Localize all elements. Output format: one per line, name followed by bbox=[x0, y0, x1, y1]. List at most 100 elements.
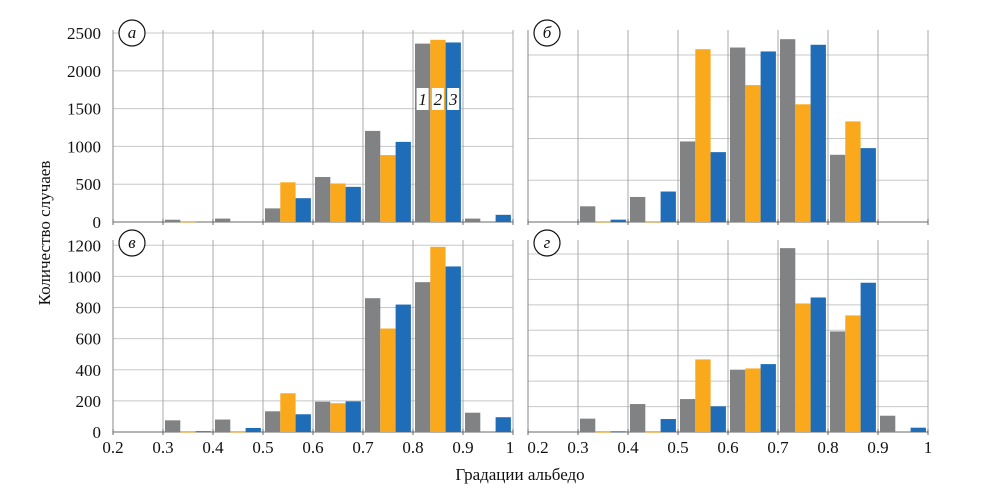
bar-series-2-bin-0.8 bbox=[845, 315, 861, 432]
bar-series-1-bin-0.8 bbox=[830, 331, 846, 432]
panel-в: 0 200 400 600 800 1000 1200 0.2 0.3 0.4 0.5 0.6 0.7 0… bbox=[67, 229, 515, 457]
panel-label: г bbox=[544, 233, 551, 252]
y-axis-title: Количество случаев bbox=[35, 161, 54, 306]
bar-series-3-bin-0.7 bbox=[810, 44, 826, 223]
bar-series-1-bin-0.4 bbox=[215, 419, 231, 432]
panel-label-circle bbox=[118, 19, 146, 47]
bar-series-3-bin-0.8 bbox=[445, 42, 461, 222]
x-tick-label: 0.9 bbox=[452, 438, 473, 457]
bar-series-3-bin-0.6 bbox=[345, 401, 361, 432]
bar-series-3-bin-0.3 bbox=[610, 219, 626, 222]
bar-series-1-bin-0.6 bbox=[315, 401, 331, 432]
bar-series-2-bin-0.3 bbox=[180, 221, 196, 223]
y-tick-label: 1500 bbox=[67, 100, 101, 119]
x-tick-label: 0.7 bbox=[767, 438, 789, 457]
bar-series-1-bin-0.5 bbox=[680, 141, 696, 222]
bar-series-3-bin-0.6 bbox=[345, 186, 361, 222]
series-label: 3 bbox=[448, 90, 458, 109]
x-tick-label: 0.2 bbox=[527, 438, 548, 457]
y-tick-label: 600 bbox=[76, 330, 102, 349]
series-label: 2 bbox=[434, 90, 443, 109]
bar-series-3-bin-0.8 bbox=[860, 148, 876, 222]
bar-series-2-bin-0.5 bbox=[280, 393, 296, 432]
bar-series-3-bin-0.4 bbox=[660, 419, 676, 432]
bar-series-2-bin-0.4 bbox=[230, 431, 246, 433]
panel-label: в bbox=[128, 233, 136, 252]
panel-б: б bbox=[527, 19, 929, 225]
bar-series-1-bin-0.3 bbox=[580, 206, 596, 222]
bar-series-2-bin-0.6 bbox=[330, 403, 346, 432]
x-tick-label: 0.3 bbox=[567, 438, 588, 457]
y-tick-label: 500 bbox=[76, 175, 102, 194]
panel-label-circle bbox=[533, 19, 561, 47]
bar-series-1-bin-0.3 bbox=[165, 420, 181, 432]
bar-series-1-bin-0.3 bbox=[580, 418, 596, 432]
bar-series-2-bin-0.7 bbox=[795, 303, 811, 432]
x-tick-label: 1 bbox=[506, 438, 515, 457]
bar-series-3-bin-0.4 bbox=[660, 191, 676, 222]
bar-series-2-bin-0.7 bbox=[380, 328, 396, 432]
series-label: 1 bbox=[418, 90, 427, 109]
bar-series-2-bin-0.4 bbox=[645, 221, 661, 223]
x-tick-label: 0.7 bbox=[352, 438, 374, 457]
bar-series-3-bin-0.6 bbox=[760, 51, 776, 222]
bar-series-3-bin-0.7 bbox=[395, 141, 411, 222]
panel-label-circle bbox=[533, 229, 561, 257]
bar-series-1-bin-0.5 bbox=[265, 411, 281, 432]
bar-series-2-bin-0.6 bbox=[745, 368, 761, 432]
x-tick-label: 0.8 bbox=[817, 438, 838, 457]
bar-series-3-bin-0.6 bbox=[760, 364, 776, 432]
y-tick-label: 200 bbox=[76, 392, 102, 411]
bar-series-1-bin-0.8 bbox=[830, 154, 846, 222]
bar-series-3-bin-0.3 bbox=[195, 431, 211, 433]
y-tick-label: 2500 bbox=[67, 24, 101, 43]
y-tick-label: 0 bbox=[93, 423, 102, 442]
bar-series-2-bin-0.8 bbox=[845, 121, 861, 222]
bar-series-1-bin-0.3 bbox=[165, 219, 181, 222]
x-tick-label: 0.8 bbox=[402, 438, 423, 457]
bar-series-2-bin-0.5 bbox=[695, 49, 711, 223]
bar-series-1-bin-0.8 bbox=[415, 282, 431, 432]
x-tick-label: 0.9 bbox=[867, 438, 888, 457]
bar-series-2-bin-0.6 bbox=[745, 85, 761, 223]
x-tick-label: 0.6 bbox=[717, 438, 738, 457]
y-tick-label: 400 bbox=[76, 361, 102, 380]
bar-series-2-bin-0.7 bbox=[380, 155, 396, 222]
bar-series-1-bin-0.6 bbox=[730, 369, 746, 432]
bar-series-3-bin-0.3 bbox=[610, 431, 626, 433]
bar-series-3-bin-0.9 bbox=[495, 417, 511, 432]
bar-series-2-bin-0.4 bbox=[645, 431, 661, 433]
panel-г: 0.2 0.3 0.4 0.5 0.6 0.7 0.8 0.9 1 г bbox=[527, 229, 932, 457]
bar-series-1-bin-0.6 bbox=[315, 177, 331, 222]
bar-series-2-bin-0.5 bbox=[280, 182, 296, 222]
bar-series-1-bin-0.7 bbox=[780, 248, 796, 432]
bar-series-3-bin-0.7 bbox=[395, 304, 411, 432]
bar-series-1-bin-0.5 bbox=[265, 208, 281, 222]
bar-series-3-bin-0.8 bbox=[445, 266, 461, 432]
panel-label-circle bbox=[118, 229, 146, 257]
bar-series-3-bin-0.5 bbox=[710, 406, 726, 432]
bar-series-1-bin-0.9 bbox=[465, 218, 481, 222]
bar-series-1-bin-0.7 bbox=[365, 298, 381, 432]
y-tick-label: 800 bbox=[76, 299, 102, 318]
bar-series-2-bin-0.6 bbox=[330, 183, 346, 222]
y-tick-label: 1200 bbox=[67, 236, 101, 255]
y-tick-label: 1000 bbox=[67, 137, 101, 156]
y-tick-label: 2000 bbox=[67, 62, 101, 81]
bar-series-1-bin-0.4 bbox=[630, 196, 646, 222]
bar-series-1-bin-0.5 bbox=[680, 399, 696, 432]
panel-label: а bbox=[128, 23, 137, 42]
bar-series-3-bin-0.5 bbox=[710, 152, 726, 222]
bar-series-1-bin-0.9 bbox=[465, 412, 481, 432]
bar-series-2-bin-0.3 bbox=[595, 431, 611, 433]
bar-series-1-bin-0.4 bbox=[630, 404, 646, 432]
bar-series-3-bin-0.8 bbox=[860, 282, 876, 432]
bar-series-2-bin-0.3 bbox=[180, 431, 196, 433]
series-label-box bbox=[431, 88, 444, 110]
x-tick-label: 0.5 bbox=[667, 438, 688, 457]
x-axis-title: Градации альбедо bbox=[455, 465, 584, 484]
bar-series-1-bin-0.6 bbox=[730, 47, 746, 223]
panel-а: 0 500 1000 1500 2000 2500 а bbox=[67, 19, 514, 232]
bar-series-2-bin-0.8 bbox=[430, 39, 446, 223]
